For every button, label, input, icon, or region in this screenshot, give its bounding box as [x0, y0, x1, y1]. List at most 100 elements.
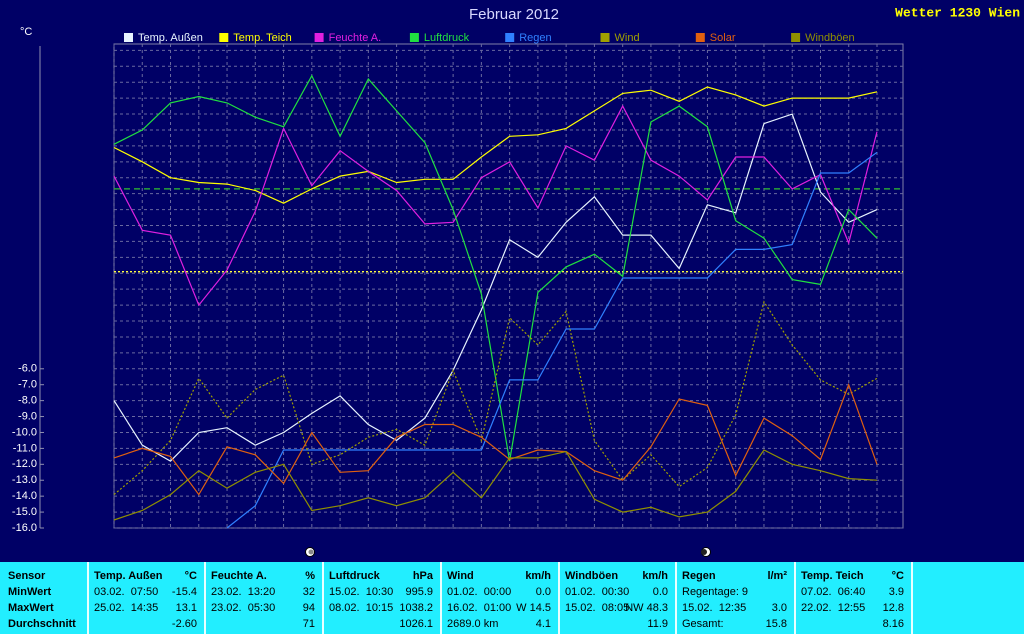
- cell-value: NW 48.3: [625, 602, 668, 614]
- series-line: [113, 300, 878, 496]
- row-label: Durchschnitt: [8, 618, 76, 630]
- legend-label: Wind: [615, 32, 640, 44]
- chart: Februar 2012 Wetter 1230 Wien °C -16.0 -1…: [12, 5, 1020, 557]
- cell-value: 1038.2: [399, 602, 433, 614]
- column-separator: [675, 562, 677, 634]
- cell-text: Regentage: 9: [682, 586, 749, 598]
- cell-value: 4.1: [535, 618, 551, 630]
- cell-text: 15.02. 10:30: [329, 586, 394, 598]
- column-unit: °C: [891, 570, 904, 582]
- cell-text: 15.02. 12:35: [682, 602, 747, 614]
- cell-text: 23.02. 13:20: [211, 586, 276, 598]
- cell-value: 13.1: [175, 602, 197, 614]
- cell-value: 71: [302, 618, 315, 630]
- column-title: Feuchte A.: [211, 570, 267, 582]
- cell-text: 23.02. 05:30: [211, 602, 276, 614]
- series-line: [226, 151, 878, 529]
- legend-swatch: [314, 33, 324, 42]
- y-tick-label: -14.0: [12, 490, 37, 502]
- legend-label: Solar: [710, 32, 736, 44]
- cell-text: 22.02. 12:55: [801, 602, 866, 614]
- cell-text: 2689.0 km: [447, 618, 499, 630]
- cell-text: 08.02. 10:15: [329, 602, 394, 614]
- cell-text: 07.02. 06:40: [801, 586, 866, 598]
- column-title: Temp. Teich: [801, 570, 864, 582]
- legend-swatch: [791, 33, 801, 42]
- column-unit: km/h: [642, 570, 668, 582]
- cell-value: 995.9: [405, 586, 433, 598]
- column-unit: km/h: [525, 570, 551, 582]
- moon-icon: [305, 547, 315, 557]
- series-line: [113, 449, 878, 521]
- series-line: [113, 382, 878, 496]
- column-title: Windböen: [565, 570, 619, 582]
- series-line: [113, 104, 878, 307]
- column-separator: [87, 562, 89, 634]
- column-title: Wind: [447, 570, 474, 582]
- cell-text: 03.02. 07:50: [94, 586, 159, 598]
- cell-text: 15.02. 08:05: [565, 602, 630, 614]
- y-tick-label: -10.0: [12, 426, 37, 438]
- y-tick-label: -11.0: [13, 442, 37, 454]
- y-tick-label: -15.0: [12, 506, 37, 518]
- cell-value: 0.0: [535, 586, 551, 598]
- column-separator: [322, 562, 324, 634]
- statistics-table: Sensor MinWert MaxWert Durchschnitt Temp. Au…: [0, 562, 1024, 634]
- cell-value: 0.0: [652, 586, 668, 598]
- cell-text: 16.02. 01:00: [447, 602, 512, 614]
- legend-swatch: [409, 33, 419, 42]
- row-label: Sensor: [8, 570, 46, 582]
- legend-swatch: [600, 33, 610, 42]
- y-tick-label: -7.0: [18, 379, 37, 391]
- y-tick-label: -13.0: [12, 474, 37, 486]
- cell-text: 01.02. 00:00: [447, 586, 512, 598]
- column-separator: [911, 562, 913, 634]
- y-tick-label: -6.0: [18, 363, 37, 375]
- cell-value: 12.8: [882, 602, 904, 614]
- cell-value: 32: [302, 586, 315, 598]
- cell-text: Gesamt:: [682, 618, 724, 630]
- legend-label: Temp. Außen: [138, 32, 203, 44]
- legend-label: Luftdruck: [424, 32, 470, 44]
- moon-icon: [701, 547, 711, 557]
- column-separator: [558, 562, 560, 634]
- column-separator: [794, 562, 796, 634]
- app-title: Wetter 1230 Wien: [895, 5, 1020, 20]
- legend-label: Regen: [519, 32, 551, 44]
- y-tick-label: -12.0: [12, 458, 37, 470]
- cell-value: W 14.5: [516, 602, 551, 614]
- column-title: Luftdruck: [329, 570, 380, 582]
- column-unit: l/m²: [767, 570, 787, 582]
- column-title: Regen: [682, 570, 716, 582]
- legend-label: Windböen: [805, 32, 855, 44]
- legend-swatch: [695, 33, 705, 42]
- legend-swatch: [124, 33, 133, 42]
- row-label: MinWert: [8, 586, 52, 598]
- row-label: MaxWert: [8, 602, 54, 614]
- cell-value: 11.9: [647, 618, 668, 630]
- y-unit: °C: [20, 26, 32, 38]
- column-unit: °C: [184, 570, 197, 582]
- cell-value: 3.0: [771, 602, 787, 614]
- y-tick-label: -9.0: [18, 410, 37, 422]
- cell-value: 1026.1: [399, 618, 433, 630]
- series-line: [113, 113, 878, 462]
- cell-value: 94: [302, 602, 315, 614]
- y-tick-label: -16.0: [12, 522, 37, 534]
- cell-value: -15.4: [171, 586, 197, 598]
- y-tick-label: -8.0: [18, 395, 37, 407]
- series-line: [113, 86, 878, 204]
- column-separator: [204, 562, 206, 634]
- legend-label: Feuchte A.: [329, 32, 382, 44]
- legend-label: Temp. Teich: [233, 32, 291, 44]
- cell-value: 8.16: [882, 618, 904, 630]
- column-unit: %: [305, 570, 315, 582]
- column-unit: hPa: [412, 570, 433, 582]
- legend-swatch: [219, 33, 229, 42]
- cell-text: 01.02. 00:30: [565, 586, 630, 598]
- cell-value: 3.9: [888, 586, 904, 598]
- column-separator: [440, 562, 442, 634]
- column-title: Temp. Außen: [94, 570, 163, 582]
- cell-value: 15.8: [765, 618, 787, 630]
